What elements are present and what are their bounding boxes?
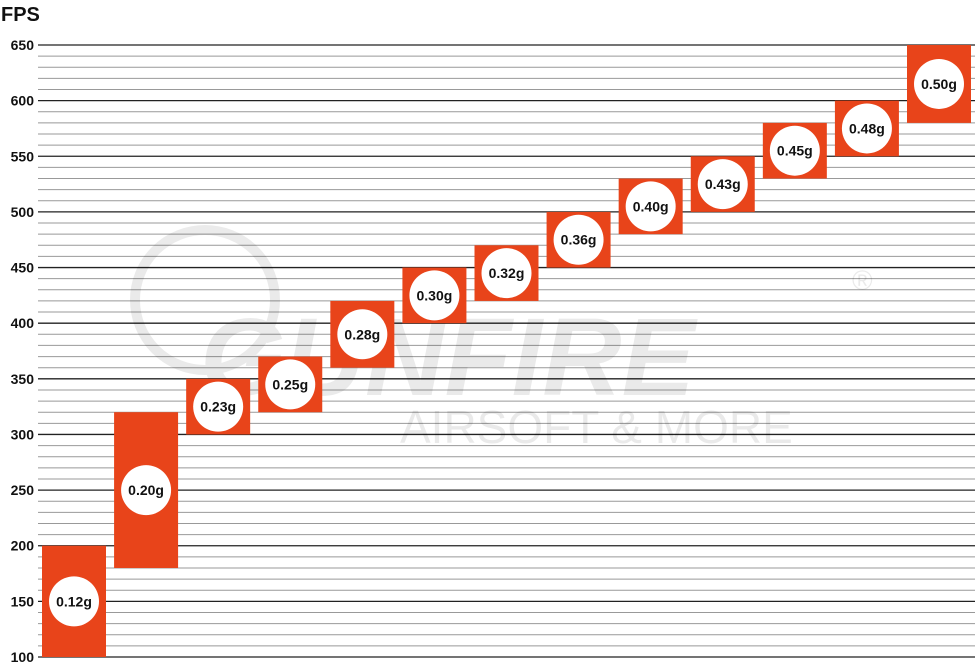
bar-label-badge [697, 159, 748, 210]
bar-label-badge [409, 270, 460, 321]
y-tick-label: 650 [11, 37, 35, 53]
bar-label-badge [49, 576, 99, 627]
bar-label-badge [625, 181, 676, 232]
svg-text:®: ® [852, 265, 873, 296]
y-tick-label: 550 [11, 148, 35, 164]
bar-label: 0.12g [56, 593, 92, 609]
y-tick-label: 400 [11, 315, 35, 331]
bar-label: 0.45g [777, 143, 813, 159]
bar-label: 0.48g [849, 120, 885, 136]
y-axis-ticks: 100 150 200 250 300 350 400 450 500 550 600 650 [11, 37, 35, 665]
bar-label-badge [914, 58, 964, 109]
bar-label-badge [337, 309, 388, 360]
bar-label: 0.43g [705, 176, 741, 192]
bar-label: 0.23g [200, 399, 236, 415]
bar-label: 0.25g [272, 376, 308, 392]
y-tick-label: 600 [11, 93, 35, 109]
y-tick-label: 100 [11, 649, 35, 665]
bar-label-badge [481, 248, 532, 299]
y-tick-label: 350 [11, 371, 35, 387]
bar-label-badge [193, 381, 244, 432]
bar-label: 0.30g [417, 287, 453, 303]
y-tick-label: 250 [11, 482, 35, 498]
y-tick-label: 150 [11, 593, 35, 609]
bar-label: 0.20g [128, 482, 164, 498]
bar-label-badge [769, 125, 820, 176]
bar-label-badge [553, 214, 604, 265]
y-tick-label: 450 [11, 260, 35, 276]
y-axis-label: FPS [1, 4, 40, 26]
svg-text:AIRSOFT & MORE: AIRSOFT & MORE [400, 401, 793, 453]
bar-label-badge [265, 359, 316, 410]
bars: 0.12g 0.20g 0.23g 0.25g 0.28g 0.30g 0.32g 0.36g… [42, 45, 971, 657]
y-tick-label: 300 [11, 426, 35, 442]
bar-label-badge [841, 103, 892, 154]
y-tick-label: 500 [11, 204, 35, 220]
bar-label: 0.40g [633, 198, 669, 214]
y-tick-label: 200 [11, 538, 35, 554]
bar-label: 0.36g [561, 232, 597, 248]
bar-label-badge [121, 465, 172, 516]
bar-label: 0.50g [921, 76, 957, 92]
bar-label: 0.32g [489, 265, 525, 281]
bar-label: 0.28g [344, 326, 380, 342]
